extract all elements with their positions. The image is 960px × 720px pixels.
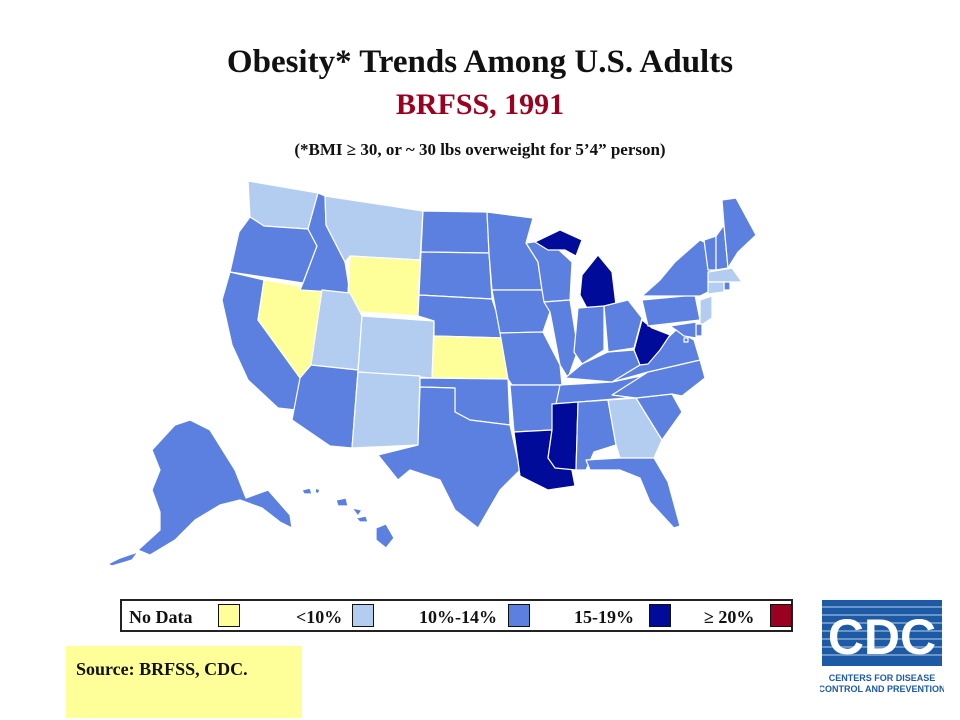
legend-label-no-data: No Data	[129, 607, 193, 627]
state-SD	[418, 251, 493, 300]
state-TX	[377, 386, 521, 529]
cdc-logo-text: CDC	[828, 609, 936, 665]
state-NJ	[699, 295, 713, 327]
state-KS	[431, 335, 509, 380]
cdc-logo: CDC CENTERS FOR DISEASE CONTROL AND PREV…	[820, 600, 944, 694]
cdc-logo-line1: CENTERS FOR DISEASE	[829, 673, 936, 683]
state-ID	[299, 192, 351, 294]
legend-swatch-no-data	[218, 604, 240, 627]
state-NY	[641, 239, 713, 297]
legend-label-lt10: <10%	[296, 607, 343, 627]
state-RI	[723, 281, 731, 291]
page-subtitle: BRFSS, 1991	[395, 88, 565, 121]
state-PA	[641, 294, 701, 327]
state-MT	[324, 195, 424, 263]
bmi-note: (*BMI ≥ 30, or ~ 30 lbs overweight for 5…	[294, 140, 666, 159]
state-IA	[491, 289, 551, 334]
cdc-logo-line2: CONTROL AND PREVENTION	[820, 684, 944, 694]
legend-label-10-14: 10%-14%	[419, 607, 497, 627]
state-AZ	[291, 364, 359, 449]
state-MD	[669, 321, 697, 339]
source-note: Source: BRFSS, CDC.	[66, 646, 302, 718]
page-title: Obesity* Trends Among U.S. Adults	[226, 44, 734, 80]
state-MS	[547, 401, 579, 471]
state-AK	[107, 419, 293, 567]
state-DC	[683, 337, 689, 343]
legend-swatch-15-19	[649, 604, 671, 627]
state-ND	[420, 210, 490, 254]
legend-swatch-ge20	[770, 604, 792, 627]
state-HI	[301, 487, 395, 549]
state-DE	[695, 323, 703, 337]
state-MA	[707, 267, 743, 283]
legend-swatch-10-14	[508, 604, 530, 627]
state-CO	[357, 315, 435, 379]
state-MO	[499, 331, 563, 386]
state-CT	[707, 281, 725, 295]
legend: No Data <10% 10%-14% 15-19% ≥ 20%	[120, 599, 793, 632]
legend-label-15-19: 15-19%	[574, 607, 634, 627]
state-WV	[633, 319, 671, 366]
state-FL	[585, 457, 681, 529]
state-IN	[573, 305, 605, 365]
state-ME	[721, 197, 757, 269]
state-NM	[351, 371, 421, 449]
legend-swatch-lt10	[352, 604, 374, 627]
legend-label-ge20: ≥ 20%	[704, 607, 755, 627]
